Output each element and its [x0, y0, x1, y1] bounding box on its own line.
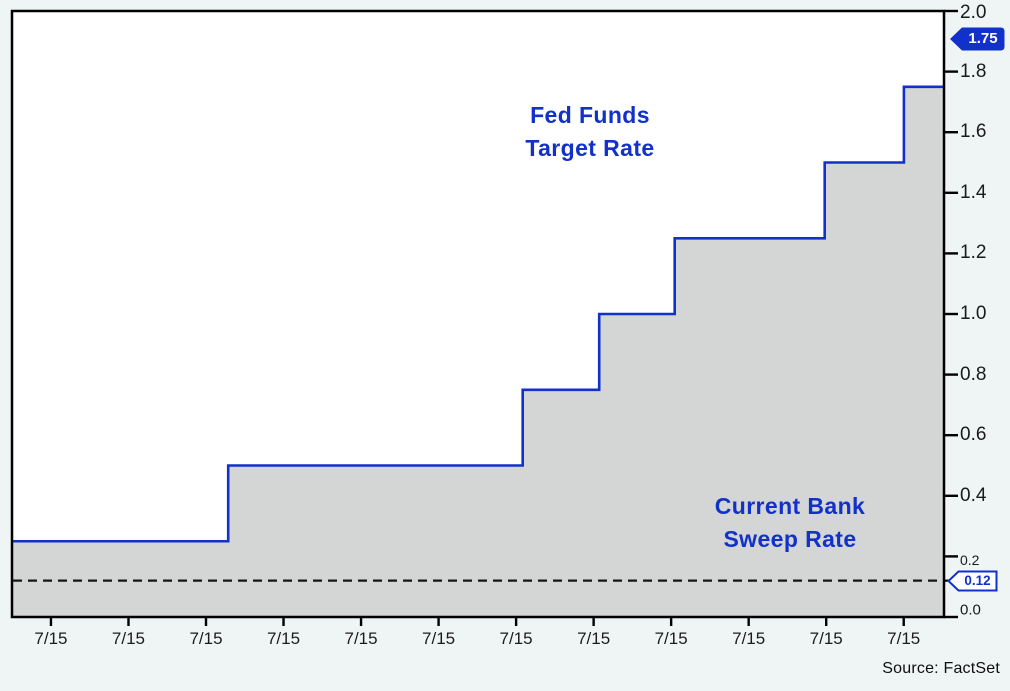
- last-value-badge: 1.75: [949, 26, 1006, 52]
- sweep-rate-series-label-line1: Current Bank: [714, 493, 866, 519]
- x-axis-tick-label: 7/15: [654, 629, 688, 648]
- y-axis-tick-label: 0.0: [960, 601, 981, 619]
- sweep-rate-series-label-line2: Sweep Rate: [723, 526, 857, 552]
- fed-funds-series-label-line2: Target Rate: [525, 135, 655, 161]
- sweep-rate-badge-text: 0.12: [964, 572, 991, 588]
- y-axis-tick-label: 1.6: [960, 121, 987, 143]
- y-axis-tick-label: 2.0: [960, 2, 987, 23]
- sweep-rate-series-label: Current Bank Sweep Rate: [640, 490, 940, 556]
- x-axis-tick-label: 7/15: [809, 629, 843, 648]
- y-axis-tick-label: 0.6: [960, 424, 987, 446]
- x-axis-tick-label: 7/15: [344, 629, 378, 648]
- x-axis-tick-label: 7/15: [732, 629, 766, 648]
- x-axis-tick-label: 7/15: [111, 629, 146, 648]
- y-axis-tick-label: 0.4: [960, 484, 987, 506]
- fed-funds-series-label: Fed Funds Target Rate: [440, 99, 740, 165]
- y-axis-tick-label: 0.8: [960, 363, 987, 385]
- sweep-rate-badge: 0.12: [947, 569, 999, 593]
- y-axis-tick-label: 1.2: [960, 242, 987, 264]
- left-arrow-outline-tag-icon: [947, 570, 998, 592]
- fed-funds-series-label-line1: Fed Funds: [530, 102, 650, 128]
- x-axis-tick-label: 7/15: [887, 629, 921, 648]
- x-axis-tick-label: 7/15: [266, 629, 301, 648]
- source-attribution: Source: FactSet: [882, 660, 1000, 677]
- y-axis-tick-label: 1.4: [960, 181, 987, 203]
- x-axis-tick-label: 7/15: [577, 629, 611, 648]
- y-axis-tick-label: 0.2: [960, 552, 980, 569]
- last-value-badge-text: 1.75: [968, 30, 998, 47]
- x-axis-tick-label: 7/15: [34, 629, 68, 648]
- left-arrow-tag-icon: [950, 27, 1005, 51]
- x-axis-tick-label: 7/15: [422, 629, 456, 648]
- x-axis-tick-label: 7/15: [189, 629, 223, 648]
- x-axis-tick-label: 7/15: [499, 629, 533, 648]
- y-axis-tick-label: 1.0: [960, 303, 987, 324]
- y-axis-tick-label: 1.8: [960, 60, 987, 82]
